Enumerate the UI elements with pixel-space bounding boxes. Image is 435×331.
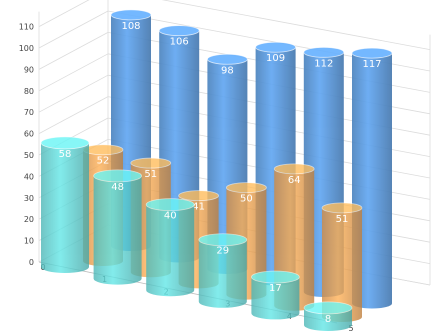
data-label: 50 xyxy=(240,194,253,205)
data-label: 51 xyxy=(144,169,157,180)
data-label: 112 xyxy=(314,58,333,69)
cylinder-bar xyxy=(198,233,248,308)
data-label: 117 xyxy=(362,59,381,70)
y-tick-label: 90 xyxy=(24,65,34,74)
data-label: 58 xyxy=(59,149,72,160)
cylinder-bar xyxy=(145,198,195,297)
data-label: 40 xyxy=(164,211,177,222)
data-label: 98 xyxy=(221,65,234,76)
data-label: 17 xyxy=(269,283,282,294)
cylinder-bar xyxy=(93,169,142,285)
chart-bars: 108 106 98 109 112 117 52 51 41 50 64 51 58 48 40 29 17 8 xyxy=(40,9,393,331)
cylinder-bar xyxy=(40,136,90,273)
y-tick-label: 100 xyxy=(19,44,34,53)
y-tick-label: 40 xyxy=(24,172,34,181)
cylinder-bar xyxy=(321,202,363,322)
y-tick-label: 80 xyxy=(24,87,34,96)
y-tick-label: 30 xyxy=(24,194,34,203)
y-axis-ticks: 0 10 20 30 40 50 60 70 80 90 100 110 xyxy=(19,23,34,267)
y-tick-label: 70 xyxy=(24,108,34,117)
data-label: 108 xyxy=(121,21,140,32)
y-tick-label: 20 xyxy=(24,215,34,224)
data-label: 41 xyxy=(192,202,205,213)
data-label: 64 xyxy=(288,175,301,186)
x-tick-label: 5 xyxy=(348,324,353,331)
data-label: 109 xyxy=(266,53,285,64)
y-tick-label: 110 xyxy=(19,23,34,32)
data-label: 8 xyxy=(325,314,331,325)
y-tick-label: 50 xyxy=(24,151,34,160)
data-label: 48 xyxy=(111,182,124,193)
data-label: 51 xyxy=(336,214,349,225)
cylinder-bar xyxy=(303,301,353,331)
data-label: 29 xyxy=(216,246,229,257)
y-tick-label: 10 xyxy=(24,237,34,246)
data-label: 106 xyxy=(170,37,189,48)
cylinder-bar xyxy=(250,270,300,320)
y-tick-label: 0 xyxy=(29,258,34,267)
y-tick-label: 60 xyxy=(24,130,34,139)
data-label: 52 xyxy=(97,156,110,167)
